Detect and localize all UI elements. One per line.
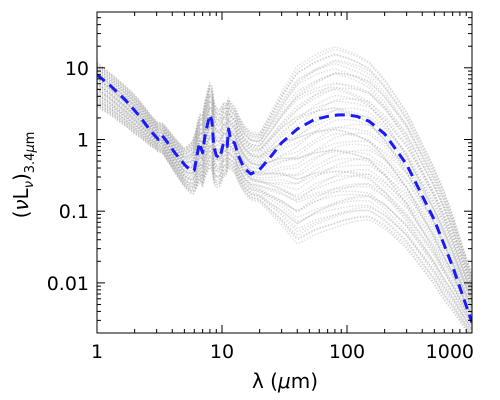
- template-curve: [97, 82, 472, 308]
- template-curve: [97, 87, 472, 306]
- plot-frame: [96, 11, 473, 334]
- template-curve: [97, 85, 472, 316]
- template-curve: [97, 70, 472, 284]
- template-curve: [97, 91, 472, 311]
- template-curve: [97, 103, 472, 333]
- template-curve: [97, 63, 472, 280]
- template-curve: [97, 80, 472, 302]
- template-curve: [97, 79, 472, 308]
- template-curve: [97, 76, 472, 302]
- template-curve: [97, 53, 472, 279]
- x-axis-label: λ (μm): [252, 369, 318, 393]
- template-curve: [97, 70, 472, 293]
- template-curve: [97, 97, 472, 326]
- median-curve-group: [97, 73, 472, 323]
- template-curve: [97, 67, 472, 286]
- template-curve: [97, 87, 472, 309]
- template-curve: [97, 83, 472, 302]
- template-curve: [97, 89, 472, 322]
- template-curves: [97, 46, 472, 333]
- template-curve: [97, 106, 469, 333]
- template-curve: [97, 102, 472, 333]
- template-curve: [97, 105, 471, 333]
- template-curve: [97, 83, 472, 309]
- template-curve: [97, 68, 472, 282]
- y-tick-label: 10: [65, 58, 89, 80]
- x-tick-label: 100: [329, 341, 365, 363]
- template-curve: [97, 93, 472, 327]
- y-axis: 10 1 0.1 0.01: [47, 11, 472, 334]
- template-curve: [97, 72, 472, 289]
- y-tick-label: 1: [77, 129, 89, 151]
- template-curve: [97, 60, 472, 283]
- x-tick-label: 1000: [426, 341, 474, 363]
- template-curve: [97, 100, 472, 327]
- template-curve: [97, 67, 472, 285]
- template-curve: [97, 90, 472, 317]
- template-curve: [97, 99, 472, 331]
- template-curve: [97, 77, 472, 292]
- template-curve: [97, 103, 471, 333]
- template-curve: [97, 96, 472, 325]
- template-curve: [97, 92, 472, 324]
- template-curve: [97, 81, 472, 297]
- x-tick-label: 10: [210, 341, 234, 363]
- template-curve: [97, 96, 472, 320]
- template-curve: [97, 88, 472, 312]
- template-curve: [97, 78, 472, 305]
- template-curve: [97, 93, 472, 322]
- y-tick-label: 0.1: [59, 201, 89, 223]
- template-curve: [97, 96, 472, 330]
- template-curve: [97, 100, 472, 333]
- template-curve: [97, 94, 472, 317]
- template-curve: [97, 83, 472, 314]
- x-tick-label: 1: [91, 341, 103, 363]
- y-tick-label: 0.01: [47, 273, 89, 295]
- template-curve: [97, 101, 472, 331]
- template-curve: [97, 88, 472, 318]
- template-curve: [97, 85, 472, 302]
- x-axis: 1 10 100 1000: [91, 12, 474, 363]
- template-curve: [97, 71, 472, 287]
- median-curve: [97, 73, 472, 323]
- template-curve: [97, 54, 472, 277]
- y-axis-label: (νLν)3.4μm: [9, 132, 38, 219]
- template-curve: [97, 78, 472, 295]
- template-curve: [97, 74, 472, 294]
- template-curve: [97, 105, 470, 333]
- template-curve: [97, 46, 472, 275]
- template-curve: [97, 73, 472, 299]
- template-curve: [97, 72, 472, 295]
- template-curve: [97, 48, 472, 277]
- template-curve: [97, 59, 472, 280]
- template-curve: [97, 75, 472, 289]
- template-curve: [97, 68, 472, 290]
